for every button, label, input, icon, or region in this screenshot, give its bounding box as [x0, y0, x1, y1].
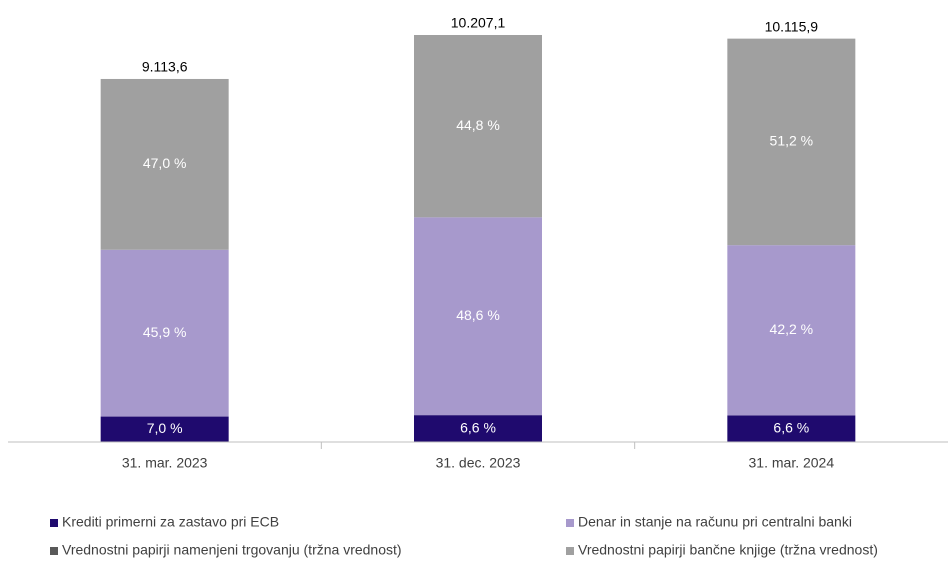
value-label: 6,6 % [460, 419, 496, 435]
value-label: 42,2 % [770, 321, 814, 337]
bar-segment [100, 416, 229, 442]
value-label: 44,8 % [456, 117, 500, 133]
total-label: 10.207,1 [451, 15, 506, 31]
x-tick-label: 31. mar. 2024 [749, 455, 835, 471]
bar-segment [727, 245, 856, 416]
legend-label: Vrednostni papirji bančne knjige (tržna … [578, 542, 878, 558]
bar-segment [100, 78, 229, 250]
bar-segment [414, 217, 542, 416]
bar-segment [727, 38, 856, 246]
bar-segment [100, 249, 229, 417]
legend-label: Denar in stanje na računu pri centralni … [578, 514, 852, 530]
legend-label: Krediti primerni za zastavo pri ECB [62, 514, 279, 530]
value-label: 48,6 % [456, 307, 500, 323]
total-label: 10.115,9 [765, 18, 819, 34]
legend-label: Vrednostni papirji namenjeni trgovanju (… [62, 542, 402, 558]
bar-segment [414, 35, 542, 218]
value-label: 7,0 % [147, 420, 183, 436]
x-tick-label: 31. mar. 2023 [122, 455, 208, 471]
value-label: 47,0 % [143, 155, 187, 171]
legend-swatch [50, 519, 58, 527]
value-label: 51,2 % [770, 133, 814, 149]
legend-swatch [50, 547, 58, 555]
legend-swatch [566, 519, 574, 527]
bar-segment [414, 415, 542, 442]
total-label: 9.113,6 [142, 59, 188, 75]
bar-segment [727, 415, 856, 442]
value-label: 6,6 % [773, 419, 809, 435]
value-label: 45,9 % [143, 324, 187, 340]
x-tick-label: 31. dec. 2023 [436, 455, 521, 471]
legend-swatch [566, 547, 574, 555]
